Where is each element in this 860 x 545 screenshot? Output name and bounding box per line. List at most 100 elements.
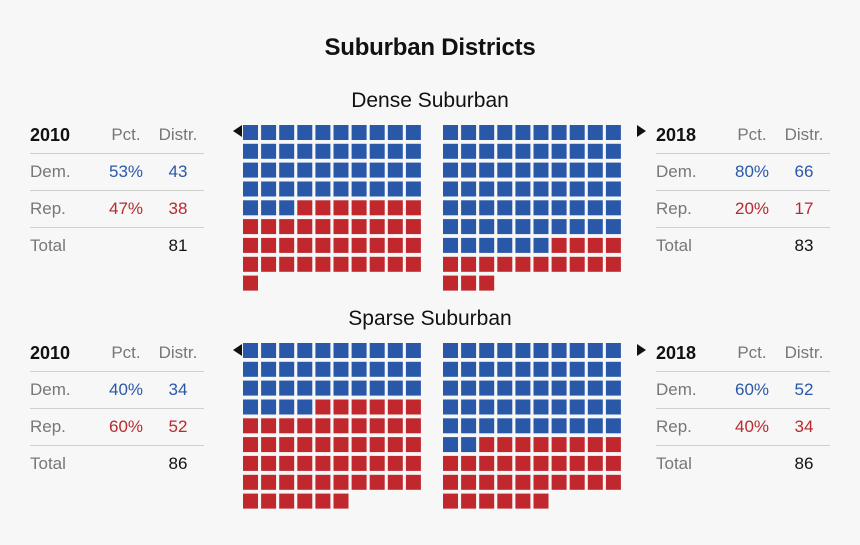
dem-district-square [479, 343, 495, 358]
rep-district-square [333, 399, 349, 415]
dem-district-square [515, 380, 531, 396]
dem-district-square [461, 437, 477, 453]
year-label: 2010 [30, 342, 71, 363]
rep-label: Rep. [30, 199, 66, 218]
dem-district-square [243, 125, 258, 140]
rep-district-square [333, 219, 349, 235]
rep-district-square [605, 455, 621, 471]
rep-district-square [315, 437, 331, 453]
rep-district-square [479, 455, 495, 471]
rep-district-square [605, 437, 621, 453]
rep-district-square [533, 474, 549, 490]
rep-district-square [369, 256, 385, 272]
dem-district-square [279, 361, 295, 377]
dem-district-square [443, 437, 458, 453]
rep-district-square [515, 256, 531, 272]
dem-district-square [443, 181, 458, 197]
rep-district-square [479, 474, 495, 490]
dem-district-square [587, 418, 603, 434]
dem-district-square [315, 380, 331, 396]
dem-district-square [551, 162, 567, 178]
dem-district-square [605, 143, 621, 159]
chart-title: Suburban Districts [324, 34, 536, 61]
stats-header-row: 2010 Pct. Distr. [30, 117, 204, 154]
dem-district-square [479, 361, 495, 377]
rep-distr: 17 [794, 199, 814, 218]
dem-district-square [461, 143, 477, 159]
distr-header: Distr. [784, 125, 824, 144]
dem-district-square [497, 181, 513, 197]
dem-district-square [279, 181, 295, 197]
dem-district-square [261, 181, 277, 197]
dem-district-square [261, 343, 277, 358]
rep-district-square [333, 418, 349, 434]
rep-district-square [351, 418, 367, 434]
rep-district-square [297, 455, 313, 471]
dem-pct: 40% [108, 380, 144, 399]
dem-district-square [461, 380, 477, 396]
dem-district-square [497, 143, 513, 159]
dem-district-square [587, 181, 603, 197]
dem-district-square [351, 125, 367, 140]
rep-district-square [333, 455, 349, 471]
rep-district-square [333, 493, 349, 509]
dem-district-square [261, 399, 277, 415]
rep-district-square [369, 200, 385, 216]
dem-label: Dem. [30, 162, 71, 181]
rep-district-square [315, 474, 331, 490]
dem-district-square [333, 361, 349, 377]
arrow-left-icon [233, 344, 242, 356]
rep-district-square [315, 455, 331, 471]
rep-district-square [551, 237, 567, 253]
dem-district-square [605, 399, 621, 415]
dem-district-square [533, 181, 549, 197]
dem-district-square [515, 143, 531, 159]
rep-district-square [261, 493, 277, 509]
dem-district-square [243, 162, 258, 178]
rep-pct: 60% [108, 417, 144, 436]
rep-district-square [497, 474, 513, 490]
dem-district-square [443, 162, 458, 178]
dem-district-square [533, 237, 549, 253]
dem-district-square [533, 380, 549, 396]
dem-district-square [369, 162, 385, 178]
dem-district-square [479, 399, 495, 415]
dem-district-square [479, 219, 495, 235]
dem-district-square [587, 380, 603, 396]
total-label: Total [30, 236, 66, 255]
rep-district-square [279, 493, 295, 509]
rep-district-square [279, 237, 295, 253]
dem-district-square [443, 143, 458, 159]
total-distr: 81 [168, 236, 188, 255]
dem-district-square [533, 343, 549, 358]
dem-district-square [569, 162, 585, 178]
pct-header: Pct. [737, 343, 767, 362]
total-row: Total 86 [656, 446, 830, 482]
dem-district-square [569, 125, 585, 140]
dem-district-square [333, 380, 349, 396]
total-label: Total [656, 236, 692, 255]
dem-district-square [497, 125, 513, 140]
stats-table-dense-2010: 2010 Pct. Distr. Dem. 53% 43 Rep. 47% 38… [30, 117, 204, 264]
rep-district-square [261, 474, 277, 490]
rep-district-square [243, 437, 258, 453]
total-row: Total 86 [30, 446, 204, 482]
dem-district-square [569, 418, 585, 434]
dem-district-square [297, 143, 313, 159]
rep-district-square [351, 237, 367, 253]
rep-district-square [479, 493, 495, 509]
dem-distr: 66 [794, 162, 814, 181]
rep-district-square [351, 219, 367, 235]
dem-district-square [351, 380, 367, 396]
rep-district-square [443, 493, 458, 509]
dem-district-square [479, 200, 495, 216]
rep-district-square [369, 219, 385, 235]
rep-district-square [587, 256, 603, 272]
rep-district-square [497, 256, 513, 272]
dem-district-square [387, 143, 403, 159]
dem-district-square [605, 418, 621, 434]
arrow-right-icon [637, 125, 646, 137]
pct-header: Pct. [111, 343, 141, 362]
dem-district-square [587, 343, 603, 358]
dem-district-square [351, 343, 367, 358]
